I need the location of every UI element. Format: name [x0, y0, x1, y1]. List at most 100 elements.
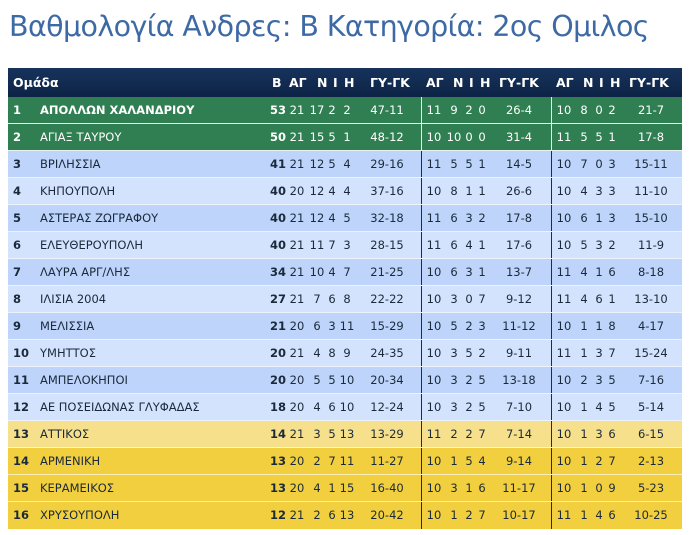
home-goals: 13-18 [502, 373, 536, 387]
overall-draws: 6 [328, 508, 336, 522]
home-wins: 5 [450, 319, 458, 333]
table-row: 9 ΜΕΛΙΣΣΙΑ 21 20 6 3 11 15-29 10 5 2 3 1… [8, 313, 682, 340]
overall-losses: 1 [343, 130, 351, 144]
overall-losses: 5 [343, 211, 351, 225]
header-overall-wins: Ν [317, 75, 328, 90]
position: 15 [13, 481, 30, 495]
home-played: 11 [426, 103, 442, 117]
away-losses: 3 [608, 211, 616, 225]
away-played: 10 [556, 238, 572, 252]
overall-draws: 8 [328, 346, 336, 360]
table-header: Ομάδα Β ΑΓ Ν Ι Η ΓΥ-ΓΚ ΑΓ Ν Ι Η ΓΥ-ΓΚ ΑΓ… [8, 68, 682, 97]
overall-wins: 12 [309, 157, 325, 171]
overall-played: 20 [289, 184, 305, 198]
header-overall-played: ΑΓ [289, 75, 307, 90]
overall-draws: 5 [328, 130, 336, 144]
overall-losses: 2 [343, 103, 351, 117]
points: 21 [270, 319, 287, 333]
header-home-goals: ΓΥ-ΓΚ [499, 75, 539, 90]
home-played: 10 [426, 184, 442, 198]
overall-wins: 7 [313, 292, 321, 306]
column-divider [551, 367, 552, 393]
home-draws: 5 [465, 157, 473, 171]
header-away-wins: Ν [583, 75, 594, 90]
home-draws: 1 [465, 481, 473, 495]
position: 12 [13, 400, 30, 414]
column-divider [421, 205, 422, 231]
team-name: ΑΓΙΑΞ ΤΑΥΡΟΥ [40, 130, 122, 144]
home-wins: 3 [450, 373, 458, 387]
away-losses: 1 [608, 130, 616, 144]
away-wins: 1 [580, 508, 588, 522]
home-draws: 4 [465, 238, 473, 252]
overall-wins: 2 [313, 454, 321, 468]
column-divider [421, 502, 422, 529]
away-losses: 7 [608, 454, 616, 468]
home-draws: 2 [465, 103, 473, 117]
home-losses: 1 [478, 238, 486, 252]
home-draws: 0 [465, 292, 473, 306]
away-losses: 1 [608, 292, 616, 306]
overall-played: 21 [289, 265, 305, 279]
team-name: ΛΑΥΡΑ ΑΡΓ/ΛΗΣ [40, 265, 131, 279]
away-wins: 7 [580, 157, 588, 171]
points: 13 [270, 481, 287, 495]
position: 16 [13, 508, 30, 522]
overall-goals: 13-29 [370, 427, 404, 441]
table-row: 8 ΙΛΙΣΙΑ 2004 27 21 7 6 8 22-22 10 3 0 7… [8, 286, 682, 313]
column-divider [551, 151, 552, 177]
away-draws: 4 [595, 508, 603, 522]
home-losses: 2 [478, 346, 486, 360]
home-played: 11 [426, 211, 442, 225]
home-draws: 5 [465, 346, 473, 360]
overall-draws: 6 [328, 292, 336, 306]
away-wins: 1 [580, 481, 588, 495]
column-divider [421, 178, 422, 204]
home-played: 10 [426, 373, 442, 387]
table-row: 5 ΑΣΤΕΡΑΣ ΖΩΓΡΑΦΟΥ 40 21 12 4 5 32-18 11… [8, 205, 682, 232]
column-divider [551, 448, 552, 474]
away-wins: 6 [580, 211, 588, 225]
team-name: ΑΜΠΕΛΟΚΗΠΟΙ [40, 373, 128, 387]
away-goals: 8-18 [637, 265, 665, 279]
home-played: 10 [426, 454, 442, 468]
away-played: 10 [556, 373, 572, 387]
away-wins: 1 [580, 427, 588, 441]
away-played: 11 [556, 508, 572, 522]
table-row: 1 ΑΠΟΛΛΩΝ ΧΑΛΑΝΔΡΙΟΥ 53 21 17 2 2 47-11 … [8, 97, 682, 124]
column-divider [551, 340, 552, 366]
away-goals: 15-11 [634, 157, 668, 171]
table-row: 3 ΒΡΙΛΗΣΣΙΑ 41 21 12 5 4 29-16 11 5 5 1 … [8, 151, 682, 178]
overall-losses: 7 [343, 265, 351, 279]
overall-wins: 12 [309, 184, 325, 198]
header-home-played: ΑΓ [426, 75, 444, 90]
away-losses: 2 [608, 238, 616, 252]
points: 20 [270, 346, 287, 360]
team-name: ΜΕΛΙΣΣΙΑ [40, 319, 95, 333]
away-wins: 4 [580, 265, 588, 279]
away-losses: 6 [608, 265, 616, 279]
home-draws: 2 [465, 400, 473, 414]
table-row: 11 ΑΜΠΕΛΟΚΗΠΟΙ 20 20 5 5 10 20-34 10 3 2… [8, 367, 682, 394]
home-losses: 4 [478, 454, 486, 468]
home-goals: 10-17 [502, 508, 536, 522]
overall-wins: 11 [309, 238, 325, 252]
away-losses: 9 [608, 481, 616, 495]
overall-draws: 4 [328, 184, 336, 198]
overall-losses: 11 [339, 319, 355, 333]
away-goals: 5-23 [637, 481, 665, 495]
home-wins: 3 [450, 346, 458, 360]
position: 8 [13, 292, 22, 306]
position: 10 [13, 346, 30, 360]
team-name: ΚΗΠΟΥΠΟΛΗ [40, 184, 116, 198]
column-divider [421, 124, 422, 150]
home-wins: 6 [450, 265, 458, 279]
home-wins: 6 [450, 238, 458, 252]
home-goals: 7-10 [505, 400, 533, 414]
header-away-losses: Η [610, 75, 621, 90]
overall-goals: 20-42 [370, 508, 404, 522]
away-losses: 8 [608, 319, 616, 333]
home-losses: 1 [478, 265, 486, 279]
home-wins: 5 [450, 157, 458, 171]
home-losses: 0 [478, 130, 486, 144]
